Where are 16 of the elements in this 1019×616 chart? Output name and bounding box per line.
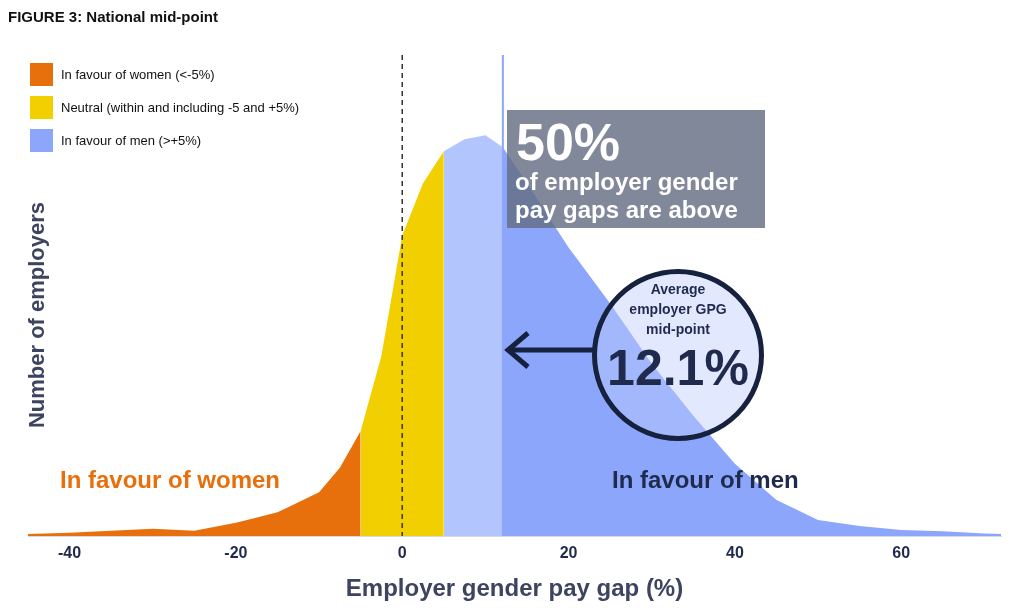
annotation: 12.1% xyxy=(606,339,750,398)
legend-label: In favour of women (<-5%) xyxy=(61,67,215,82)
legend-label: In favour of men (>+5%) xyxy=(61,133,202,148)
x-tick-label: 0 xyxy=(397,544,407,562)
x-tick-label: -40 xyxy=(58,544,82,562)
legend-label: Neutral (within and including -5 and +5%) xyxy=(61,100,300,115)
chart-title: FIGURE 3: National mid-point xyxy=(8,8,218,25)
x-tick-label: -20 xyxy=(224,544,248,562)
x-axis-title: Employer gender pay gap (%) xyxy=(345,574,684,602)
y-axis-title: Number of employers xyxy=(24,201,50,429)
annotation: Average employer GPG mid-point xyxy=(628,280,728,339)
x-tick-label: 40 xyxy=(725,544,744,562)
x-tick-label: 20 xyxy=(559,544,578,562)
annotation: In favour of men xyxy=(612,466,799,494)
x-tick-label: 60 xyxy=(892,544,911,562)
annotation: In favour of women xyxy=(60,466,281,494)
